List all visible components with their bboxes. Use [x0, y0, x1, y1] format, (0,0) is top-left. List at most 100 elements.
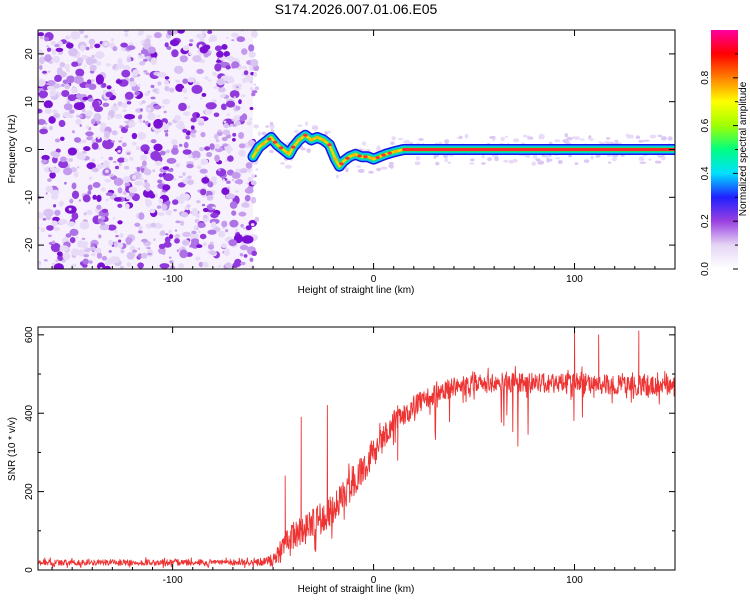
halo-speckle	[357, 168, 365, 173]
halo-speckle	[661, 156, 666, 161]
noise-blob	[61, 259, 66, 263]
noise-blob	[218, 230, 226, 238]
noise-blob	[139, 108, 143, 112]
noise-blob	[124, 182, 131, 187]
noise-blob	[138, 30, 145, 34]
noise-blob	[113, 177, 124, 186]
ridge-hotspot	[339, 162, 344, 166]
noise-blob	[48, 126, 53, 131]
noise-blob	[68, 158, 73, 162]
ridge-hotspot	[303, 133, 308, 137]
noise-blob	[83, 146, 91, 152]
snr-y-axis: 0 200 400 600	[24, 326, 675, 573]
spectrogram-x-label: Height of straight line (km)	[298, 285, 415, 296]
halo-speckle	[388, 161, 394, 166]
colorbar-tick-label: 0.6	[700, 118, 711, 132]
noise-blob	[167, 122, 173, 126]
noise-blob	[90, 106, 94, 110]
ridge-hotspot	[333, 157, 338, 161]
noise-blob	[192, 55, 202, 63]
noise-blob	[126, 152, 131, 156]
noise-blob	[209, 35, 218, 42]
noise-blob	[89, 260, 93, 264]
noise-blob	[226, 113, 230, 116]
ridge-hotspot	[272, 140, 278, 144]
noise-blob	[102, 102, 110, 108]
halo-speckle	[555, 157, 561, 160]
noise-blob	[101, 216, 106, 221]
halo-speckle	[504, 135, 508, 138]
noise-blob	[114, 113, 123, 120]
noise-blob	[175, 124, 180, 128]
halo-speckle	[531, 161, 536, 166]
noise-blob	[221, 103, 227, 110]
noise-blob	[174, 238, 180, 244]
halo-speckle	[606, 154, 613, 157]
noise-blob	[212, 99, 217, 103]
noise-blob	[222, 143, 229, 147]
noise-blob	[79, 30, 85, 35]
halo-speckle	[605, 137, 611, 140]
noise-blob	[145, 120, 149, 126]
noise-blob	[248, 51, 256, 58]
noise-blob	[144, 179, 148, 183]
noise-blob	[91, 118, 96, 125]
noise-blob	[200, 188, 207, 196]
noise-blob	[178, 175, 183, 178]
noise-blob	[126, 251, 135, 260]
noise-blob	[194, 218, 200, 223]
noise-blob	[84, 64, 87, 67]
halo-speckle	[537, 160, 545, 165]
noise-blob	[41, 154, 50, 161]
noise-blob	[197, 222, 206, 228]
noise-blob	[150, 222, 156, 228]
noise-blob	[238, 149, 246, 157]
noise-blob	[73, 102, 85, 111]
noise-blob	[113, 197, 122, 202]
noise-blob	[171, 49, 179, 58]
noise-blob	[249, 106, 254, 111]
noise-blob	[240, 261, 246, 266]
noise-blob	[64, 35, 71, 40]
noise-blob	[165, 132, 169, 137]
noise-blob	[53, 204, 57, 208]
noise-blob	[70, 248, 80, 256]
noise-blob	[157, 115, 161, 118]
halo-speckle	[657, 134, 663, 138]
noise-blob	[91, 54, 95, 59]
noise-blob	[241, 202, 250, 208]
noise-blob	[86, 209, 93, 215]
noise-blob	[227, 186, 231, 190]
spectrogram-x-axis: -100 0 100	[51, 30, 676, 285]
noise-blob	[75, 68, 85, 77]
noise-blob	[143, 182, 151, 189]
noise-blob	[50, 242, 61, 253]
halo-speckle	[261, 131, 267, 136]
noise-blob	[71, 130, 75, 134]
halo-speckle	[648, 158, 652, 161]
noise-blob	[62, 111, 72, 118]
noise-blob	[231, 32, 239, 38]
noise-blob	[190, 133, 195, 137]
noise-blob	[89, 45, 94, 49]
noise-blob	[144, 38, 151, 44]
noise-blob	[88, 176, 93, 180]
halo-speckle	[376, 145, 381, 151]
noise-blob	[117, 242, 124, 249]
noise-blob	[107, 239, 114, 246]
noise-blob	[101, 82, 107, 88]
noise-blob	[117, 203, 123, 208]
x-tick-label: 100	[566, 575, 583, 586]
halo-speckle	[403, 139, 411, 145]
noise-blob	[95, 136, 102, 143]
noise-blob	[209, 143, 215, 150]
noise-blob	[211, 221, 217, 229]
noise-blob	[67, 147, 77, 156]
halo-speckle	[598, 141, 603, 144]
noise-blob	[120, 136, 124, 139]
noise-blob	[247, 177, 254, 182]
noise-blob	[150, 57, 157, 66]
noise-blob	[186, 163, 194, 169]
noise-blob	[251, 196, 256, 201]
noise-blob	[71, 182, 77, 190]
